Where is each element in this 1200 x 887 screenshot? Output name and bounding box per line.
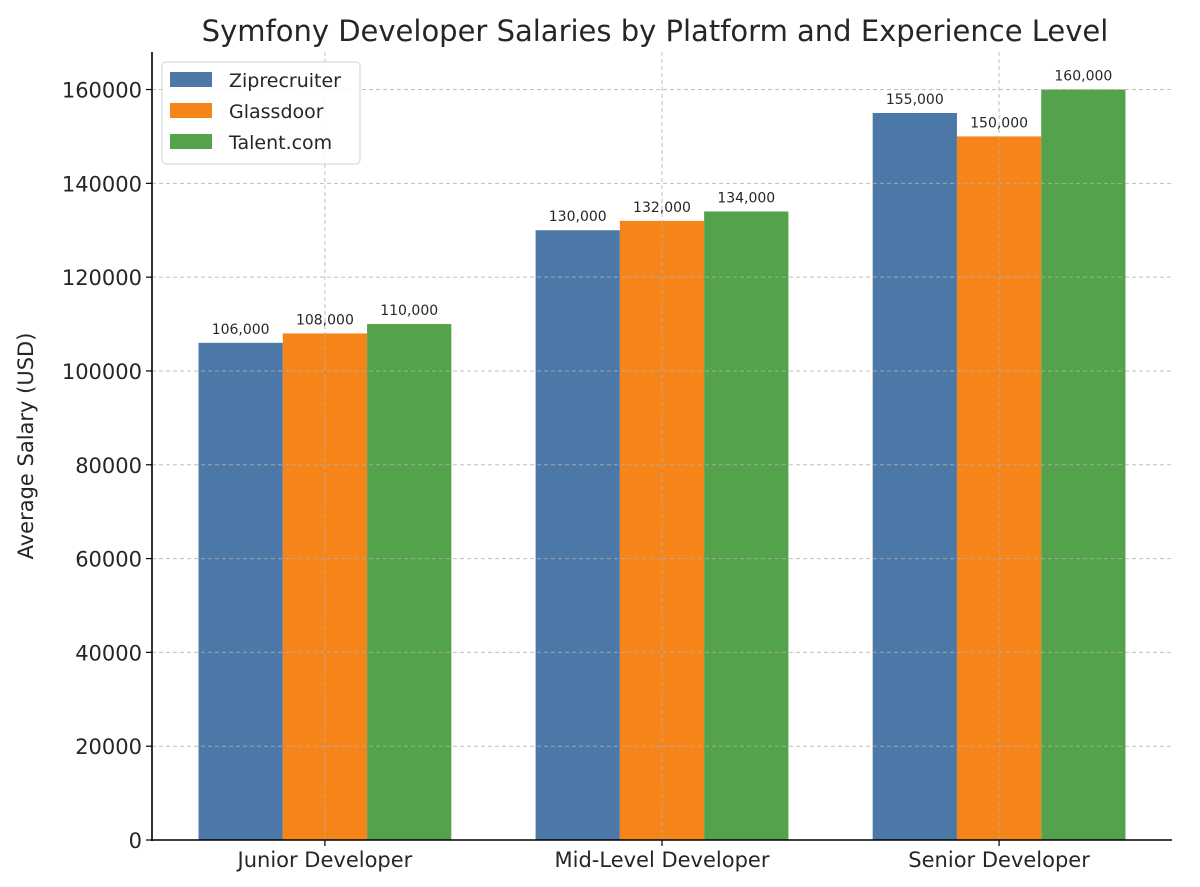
bar-talent-com bbox=[367, 324, 452, 840]
legend-swatch bbox=[170, 72, 212, 87]
legend-label: Glassdoor bbox=[229, 101, 324, 123]
data-label: 106,000 bbox=[212, 322, 270, 338]
y-tick-label: 160000 bbox=[62, 79, 142, 103]
x-tick-label: Junior Developer bbox=[236, 848, 413, 872]
plot-area: 106,000130,000155,000108,000132,000150,0… bbox=[62, 52, 1172, 872]
x-tick-label: Mid-Level Developer bbox=[555, 848, 770, 872]
y-tick-label: 140000 bbox=[62, 172, 142, 196]
legend-swatch bbox=[170, 103, 212, 118]
bar-talent-com bbox=[704, 211, 789, 840]
data-label: 130,000 bbox=[549, 209, 607, 225]
data-label: 134,000 bbox=[717, 190, 775, 206]
y-tick-label: 60000 bbox=[75, 548, 142, 572]
y-tick-label: 120000 bbox=[62, 266, 142, 290]
x-tick-label: Senior Developer bbox=[908, 848, 1090, 872]
y-tick-label: 40000 bbox=[75, 641, 142, 665]
y-tick-label: 20000 bbox=[75, 735, 142, 759]
bar-ziprecruiter bbox=[198, 342, 283, 840]
chart-title: Symfony Developer Salaries by Platform a… bbox=[202, 14, 1109, 48]
legend-label: Talent.com bbox=[228, 132, 332, 154]
data-label: 110,000 bbox=[380, 303, 438, 319]
bar-ziprecruiter bbox=[872, 112, 957, 840]
legend-swatch bbox=[170, 134, 212, 149]
legend-label: Ziprecruiter bbox=[229, 70, 341, 92]
data-label: 155,000 bbox=[886, 92, 944, 108]
y-tick-label: 0 bbox=[129, 829, 142, 853]
y-axis-label: Average Salary (USD) bbox=[14, 333, 38, 560]
data-label: 160,000 bbox=[1054, 69, 1112, 85]
bar-ziprecruiter bbox=[535, 230, 620, 840]
y-tick-label: 80000 bbox=[75, 454, 142, 478]
y-tick-label: 100000 bbox=[62, 360, 142, 384]
